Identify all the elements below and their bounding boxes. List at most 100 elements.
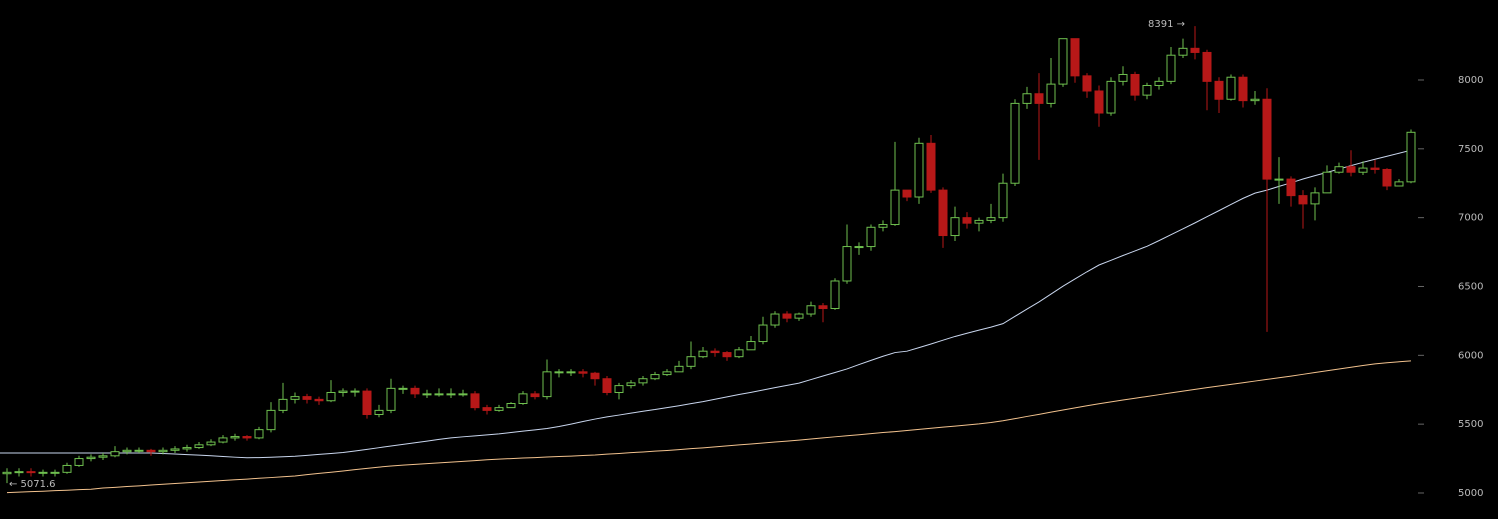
candle-body [602,378,612,393]
candle-body [662,371,672,376]
candle-body [278,398,288,411]
candle-body [122,449,132,453]
candle-body [626,382,636,387]
candle-body [386,387,396,411]
candle-body [1406,131,1416,183]
candle-body [458,393,468,396]
candle-body [1154,80,1164,86]
candle-body [1274,178,1284,181]
candle-body [794,313,804,319]
candle-body [1382,168,1392,187]
candle-body [1046,83,1056,104]
candle-body [254,429,264,439]
candle-body [326,391,336,402]
candle-body [902,189,912,198]
candle-body [1130,73,1140,96]
candle-body [746,341,756,351]
y-tick-label: 5500 [1458,419,1483,430]
candle-body [878,224,888,228]
candle-body [146,449,156,453]
y-tick-label: 8000 [1458,75,1483,86]
candle-body [206,441,216,446]
candle-body [1310,192,1320,205]
candle-body [434,393,444,396]
candle-body [110,451,120,457]
candle-body [230,436,240,439]
candle-body [698,350,708,358]
candle-body [542,371,552,398]
y-tick-label: 6500 [1458,281,1483,292]
candle-body [1370,167,1380,170]
candle-body [26,471,36,474]
candle-body [614,385,624,393]
candle-body [242,436,252,439]
candle-body [986,217,996,221]
candle-body [1334,166,1344,173]
candle-body [1118,73,1128,82]
candle-body [890,189,900,226]
candle-body [494,407,504,411]
candle-body [962,217,972,224]
candle-body [1202,51,1212,82]
candle-body [1238,76,1248,102]
candle-body [734,349,744,358]
candle-body [1082,75,1092,92]
candle-body [770,313,780,326]
candle-body [1322,171,1332,194]
moving-average-line [0,149,1412,459]
candle-body [86,456,96,460]
candle-body [1166,54,1176,82]
candle-body [866,226,876,248]
candle-body [566,371,576,374]
candle-body [518,393,528,404]
candle-body [1058,38,1068,85]
candle-body [38,471,48,474]
candle-body [590,372,600,380]
candle-body [1226,76,1236,100]
candle-body [818,305,828,310]
candle-body [758,324,768,343]
candle-body [782,313,792,319]
candle-body [266,409,276,431]
candle-body [854,246,864,249]
candle-body [1262,98,1272,180]
candle-body [914,142,924,198]
candle-body [470,393,480,409]
y-tick-label: 5000 [1458,488,1483,499]
candle-body [1298,195,1308,205]
candle-body [50,471,60,474]
y-tick-label: 7500 [1458,144,1483,155]
candle-body [1214,80,1224,100]
candle-body [1346,166,1356,173]
candle-body [938,189,948,237]
candle-body [398,387,408,390]
candle-body [290,396,300,400]
candle-body [1010,102,1020,184]
candle-body [806,305,816,315]
high-annotation: 8391 → [1148,19,1185,30]
candle-body [830,280,840,310]
candle-body [182,447,192,450]
candle-body [374,409,384,416]
candle-body [926,142,936,191]
candle-body [638,378,648,384]
candle-body [1286,178,1296,197]
candle-body [422,393,432,396]
candle-body [446,393,456,396]
candle-body [998,182,1008,219]
candle-body [974,219,984,224]
candle-body [74,458,84,466]
candle-body [1394,181,1404,187]
candle-body [650,374,660,380]
candle-body [2,471,12,475]
candle-body [338,390,348,393]
candle-body [194,444,204,449]
candle-body [410,387,420,395]
candle-body [506,402,516,409]
candle-body [554,371,564,374]
candle-body [218,437,228,443]
candle-body [578,371,588,374]
candle-body [1178,47,1188,56]
candle-body [530,393,540,398]
